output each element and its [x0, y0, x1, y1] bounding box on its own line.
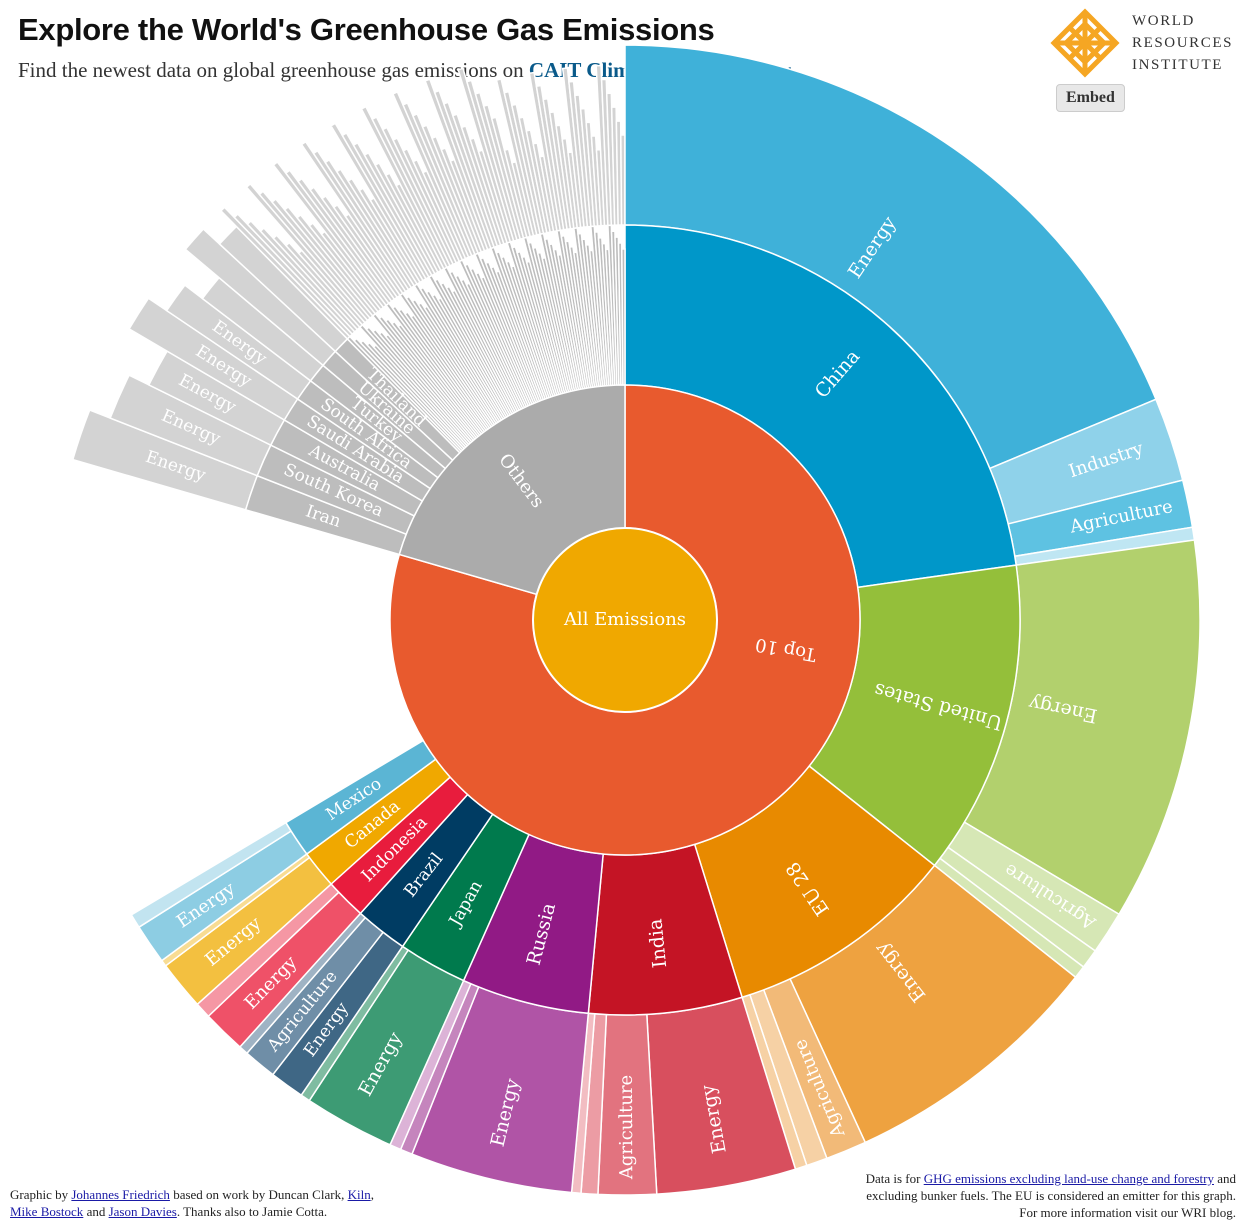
logo-line-world: WORLD: [1132, 13, 1195, 29]
credits-and: and: [83, 1204, 109, 1219]
kiln-link[interactable]: Kiln: [347, 1187, 371, 1202]
data-source-note: Data is for GHG emissions excluding land…: [866, 1170, 1236, 1221]
root-ring: [532, 527, 718, 713]
author-link[interactable]: Johannes Friedrich: [71, 1187, 170, 1202]
wri-logo[interactable]: WORLD RESOURCES INSTITUTE: [1050, 8, 1240, 78]
sector-india-agriculture[interactable]: [597, 1013, 658, 1196]
logo-line-institute: INSTITUTE: [1132, 57, 1224, 73]
country-minor-slice[interactable]: [621, 248, 626, 386]
embed-button[interactable]: Embed: [1056, 84, 1125, 112]
bostock-link[interactable]: Mike Bostock: [10, 1204, 84, 1219]
credits-comma: ,: [370, 1187, 374, 1202]
credits-suffix: . Thanks also to Jamie Cotta.: [176, 1204, 328, 1219]
sector-ring: [130, 44, 1201, 1196]
source-line-2: excluding bunker fuels. The EU is consid…: [866, 1188, 1236, 1203]
credits: Graphic by Johannes Friedrich based on w…: [10, 1186, 374, 1220]
wri-logo-icon: [1050, 8, 1120, 78]
others-sector-ring: [71, 64, 626, 511]
root-all-emissions[interactable]: [532, 527, 718, 713]
source-suffix: and: [1213, 1171, 1236, 1186]
logo-line-resources: RESOURCES: [1132, 35, 1234, 51]
page-title: Explore the World's Greenhouse Gas Emiss…: [18, 12, 715, 47]
davies-link[interactable]: Jason Davies: [108, 1204, 177, 1219]
credits-prefix: Graphic by: [10, 1187, 72, 1202]
ghg-definition-link[interactable]: GHG emissions excluding land-use change …: [923, 1171, 1214, 1186]
source-line-3: For more information visit our WRI blog.: [1019, 1205, 1236, 1220]
credits-mid: based on work by Duncan Clark,: [169, 1187, 348, 1202]
source-prefix: Data is for: [865, 1171, 924, 1186]
subtitle-text: Find the newest data on global greenhous…: [18, 58, 529, 82]
